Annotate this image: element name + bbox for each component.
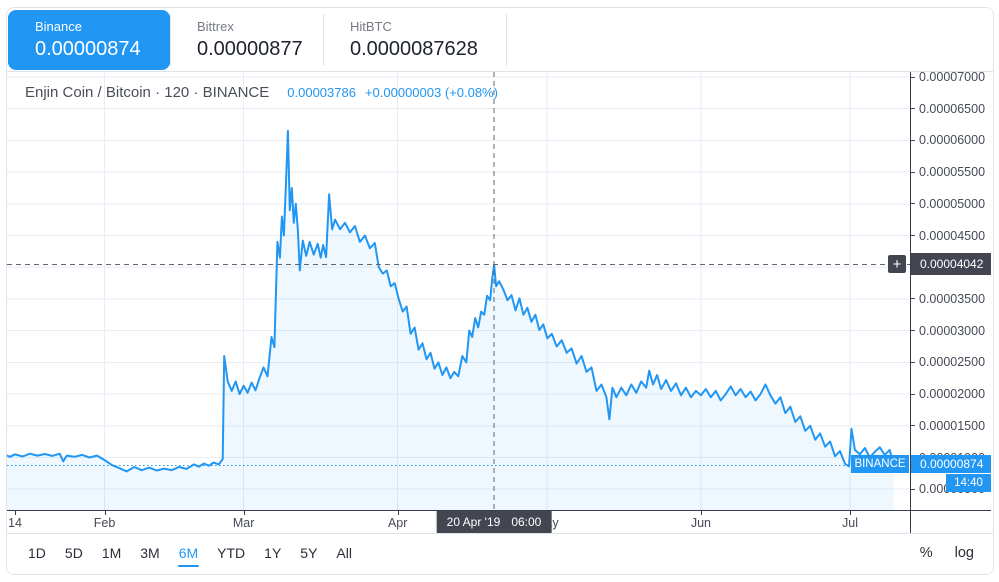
add-alert-plus-icon[interactable]: +: [888, 255, 906, 273]
crosshair-price-label: 0.00004042: [911, 253, 991, 275]
price-axis-tick: 0.00004500: [910, 229, 992, 243]
tick-mark: [910, 393, 915, 395]
range-buttons: 1D 5D 1M 3M 6M YTD 1Y 5Y All: [26, 544, 354, 567]
tick-mark: [910, 488, 915, 490]
price-axis-tick: 0.00002000: [910, 387, 992, 401]
time-axis-line: [7, 510, 991, 511]
tab-label: Bittrex: [197, 19, 234, 34]
plus-glyph: +: [892, 255, 902, 273]
last-price-axis-label: 0.00000874: [911, 455, 991, 473]
crosshair-date: 20 Apr '19: [446, 515, 501, 529]
chart-widget: Binance 0.00000874 Bittrex 0.00000877 Hi…: [6, 7, 994, 575]
tick-mark: [700, 511, 702, 515]
tick-mark: [397, 511, 399, 515]
price-axis-tick: 0.00006500: [910, 102, 992, 116]
tab-divider: [170, 14, 171, 66]
tick-mark: [910, 330, 915, 332]
tick-mark: [910, 139, 915, 141]
price-axis[interactable]: 0.00007000 0.00006500 0.00006000 0.00005500…: [910, 70, 992, 510]
tab-binance[interactable]: Binance 0.00000874: [8, 10, 170, 70]
tick-mark: [910, 298, 915, 300]
price-axis-tick: 0.00006000: [910, 133, 992, 147]
tick-mark: [910, 171, 915, 173]
time-tick-label: Apr: [387, 516, 408, 530]
price-axis-tick: 0.00005500: [910, 165, 992, 179]
range-5d[interactable]: 5D: [64, 545, 83, 561]
time-tick-label: Feb: [93, 516, 116, 530]
time-tick-label: 14: [8, 516, 22, 530]
price-tick-label: 0.00007000: [919, 70, 986, 84]
price-axis-tick: 0.00003000: [910, 324, 992, 338]
tick-mark: [104, 511, 106, 515]
tab-divider: [506, 14, 507, 66]
tab-price: 0.00000874: [35, 38, 141, 60]
time-tick-label: Mar: [232, 516, 255, 530]
tick-mark: [15, 511, 16, 515]
price-axis-tick: 0.00007000: [910, 70, 992, 84]
tick-mark: [910, 361, 915, 363]
price-chart: [7, 72, 910, 510]
range-all[interactable]: All: [336, 545, 352, 561]
price-tick-label: 0.00006500: [919, 101, 986, 116]
exchange-tab-bar: Binance 0.00000874 Bittrex 0.00000877 Hi…: [7, 8, 993, 72]
range-toolbar: 1D 5D 1M 3M 6M YTD 1Y 5Y All % log: [7, 533, 993, 572]
series-area: [7, 130, 894, 510]
range-1y[interactable]: 1Y: [264, 545, 282, 561]
tab-price: 0.0000087628: [350, 38, 478, 60]
price-axis-tick: 0.00005000: [910, 197, 992, 211]
last-price-value: 0.00003786: [287, 85, 356, 100]
tab-divider: [323, 14, 324, 66]
countdown-time-label: 14:40: [946, 474, 991, 492]
tab-label: HitBTC: [350, 19, 392, 34]
tab-price: 0.00000877: [197, 38, 303, 60]
scale-buttons: % log: [920, 545, 974, 561]
tick-mark: [910, 76, 915, 78]
log-scale-button[interactable]: log: [954, 545, 974, 561]
price-axis-tick: 0.00001500: [910, 419, 992, 433]
tick-mark: [850, 511, 851, 515]
series-source-label: BINANCE: [851, 455, 909, 473]
tick-mark: [243, 511, 245, 515]
series-line: [7, 129, 895, 473]
tab-bittrex[interactable]: Bittrex 0.00000877: [170, 10, 323, 70]
range-6m[interactable]: 6M: [177, 545, 200, 567]
range-ytd[interactable]: YTD: [217, 545, 246, 561]
price-tick-label: 0.00001500: [919, 418, 986, 433]
crosshair-date-label: 20 Apr '19 06:00: [436, 511, 552, 533]
tab-hitbtc[interactable]: HitBTC 0.0000087628: [323, 10, 506, 70]
range-1m[interactable]: 1M: [101, 545, 122, 561]
price-tick-label: 0.00002000: [919, 387, 986, 402]
range-1d[interactable]: 1D: [28, 545, 46, 561]
range-5y[interactable]: 5Y: [300, 545, 318, 561]
price-axis-line: [910, 72, 911, 533]
tab-label: Binance: [35, 19, 82, 34]
price-tick-label: 0.00002500: [919, 355, 986, 370]
tick-mark: [910, 203, 915, 205]
tick-mark: [910, 425, 915, 427]
price-tick-label: 0.00003500: [919, 291, 986, 306]
symbol-title: Enjin Coin / Bitcoin · 120 · BINANCE: [25, 84, 270, 101]
price-change-value: +0.00000003 (+0.08%): [364, 85, 498, 100]
tick-mark: [910, 108, 915, 110]
time-tick-label: Jun: [690, 516, 711, 530]
chart-plot-area[interactable]: [7, 72, 910, 510]
crosshair-time: 06:00: [511, 515, 542, 529]
price-axis-tick: 0.00002500: [910, 355, 992, 369]
time-tick-label: Jul: [842, 516, 858, 530]
price-tick-label: 0.00004500: [919, 228, 986, 243]
tick-mark: [910, 235, 915, 236]
price-tick-label: 0.00005000: [919, 196, 986, 211]
price-tick-label: 0.00003000: [919, 323, 986, 338]
symbol-quote: 0.00003786 +0.00000003 (+0.08%): [287, 85, 498, 100]
price-tick-label: 0.00006000: [919, 133, 986, 148]
range-3m[interactable]: 3M: [140, 545, 160, 561]
chart-legend: Enjin Coin / Bitcoin · 120 · BINANCE 0.0…: [25, 84, 498, 101]
price-axis-tick: 0.00003500: [910, 292, 992, 306]
price-tick-label: 0.00005500: [919, 165, 986, 180]
percent-scale-button[interactable]: %: [919, 545, 933, 561]
